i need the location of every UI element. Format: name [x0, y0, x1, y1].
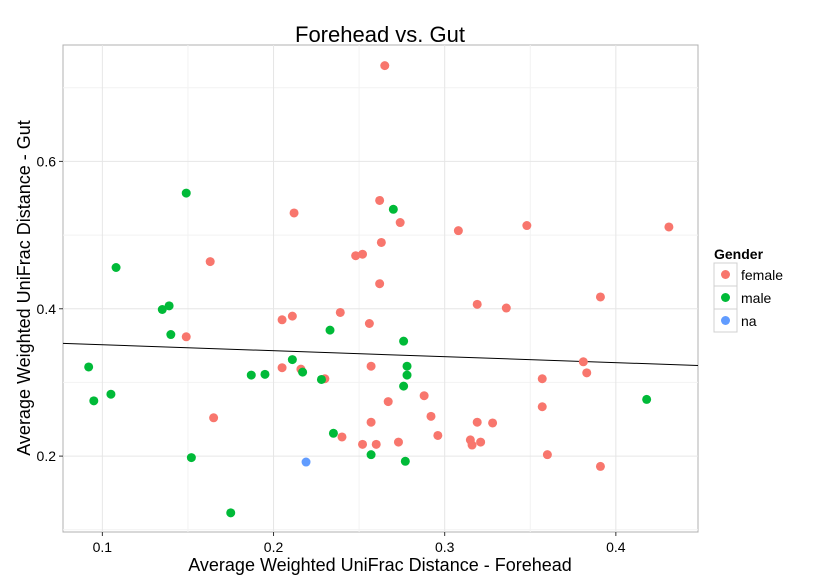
point-male	[166, 330, 176, 340]
point-female	[337, 432, 347, 442]
legend-swatch-male	[721, 293, 730, 302]
y-axis-ticks: 0.2 0.4 0.6	[37, 153, 63, 464]
point-female	[181, 332, 191, 342]
point-male	[246, 370, 256, 380]
point-na	[301, 457, 311, 467]
point-female	[358, 439, 368, 449]
point-female	[476, 437, 486, 447]
legend: Gender female male na	[713, 246, 783, 333]
point-male	[316, 374, 326, 384]
point-male	[366, 450, 376, 460]
point-male	[164, 301, 174, 311]
point-male	[89, 396, 99, 406]
point-female	[366, 417, 376, 427]
point-female	[542, 450, 552, 460]
x-axis-title: Average Weighted UniFrac Distance - Fore…	[188, 555, 572, 575]
legend-title: Gender	[714, 246, 764, 262]
y-tick-label: 0.6	[37, 153, 57, 169]
x-tick-label: 0.4	[606, 539, 626, 555]
point-female	[371, 439, 381, 449]
point-female	[453, 226, 463, 236]
legend-swatch-female	[721, 270, 730, 279]
chart-title: Forehead vs. Gut	[295, 22, 465, 47]
point-female	[395, 218, 405, 228]
point-female	[205, 257, 215, 267]
point-female	[537, 402, 547, 412]
point-female	[366, 361, 376, 371]
point-male	[226, 508, 236, 518]
point-female	[537, 374, 547, 384]
point-female	[426, 411, 436, 421]
point-female	[595, 461, 605, 471]
point-female	[522, 221, 532, 231]
x-tick-label: 0.1	[93, 539, 113, 555]
plot-panel	[62, 44, 699, 533]
point-female	[289, 208, 299, 218]
y-axis-title: Average Weighted UniFrac Distance - Gut	[14, 120, 34, 456]
point-male	[402, 370, 412, 380]
legend-swatch-na	[721, 316, 730, 325]
point-female	[393, 437, 403, 447]
data-points	[84, 61, 674, 518]
y-tick-label: 0.2	[37, 448, 57, 464]
y-tick-label: 0.4	[37, 301, 57, 317]
point-male	[157, 304, 167, 314]
point-male	[298, 367, 308, 377]
point-female	[375, 279, 385, 289]
point-male	[181, 188, 191, 198]
point-female	[501, 303, 511, 313]
legend-items: female male na	[713, 262, 783, 333]
point-female	[467, 440, 477, 450]
point-female	[351, 251, 361, 261]
point-male	[402, 361, 412, 371]
point-female	[358, 249, 368, 259]
point-female	[488, 418, 498, 428]
point-male	[111, 263, 121, 273]
point-female	[472, 299, 482, 309]
point-female	[582, 368, 592, 378]
point-male	[388, 204, 398, 214]
x-tick-label: 0.2	[264, 539, 284, 555]
point-female	[277, 315, 287, 325]
point-male	[399, 336, 409, 346]
grid-lines	[63, 45, 698, 532]
point-male	[106, 389, 116, 399]
x-tick-label: 0.3	[435, 539, 455, 555]
point-female	[578, 357, 588, 367]
point-male	[260, 369, 270, 379]
point-female	[419, 391, 429, 401]
point-male	[328, 428, 338, 438]
point-male	[287, 355, 297, 365]
point-female	[433, 430, 443, 440]
point-female	[287, 311, 297, 321]
legend-label-na: na	[741, 313, 757, 329]
legend-label-female: female	[741, 267, 783, 283]
point-male	[642, 394, 652, 404]
legend-label-male: male	[741, 290, 772, 306]
point-female	[375, 195, 385, 205]
point-female	[209, 413, 219, 423]
trend-line	[62, 342, 699, 366]
x-axis-ticks: 0.1 0.2 0.3 0.4	[93, 532, 626, 555]
point-male	[400, 456, 410, 466]
point-female	[277, 363, 287, 373]
point-female	[383, 397, 393, 407]
point-female	[335, 307, 345, 317]
point-female	[472, 417, 482, 427]
point-male	[186, 453, 196, 463]
trend-line-layer	[62, 342, 699, 366]
point-female	[595, 292, 605, 302]
point-male	[325, 325, 335, 335]
point-female	[664, 222, 674, 232]
point-female	[380, 61, 390, 71]
point-female	[364, 318, 374, 328]
point-female	[376, 237, 386, 247]
point-male	[84, 362, 94, 372]
point-male	[399, 381, 409, 391]
